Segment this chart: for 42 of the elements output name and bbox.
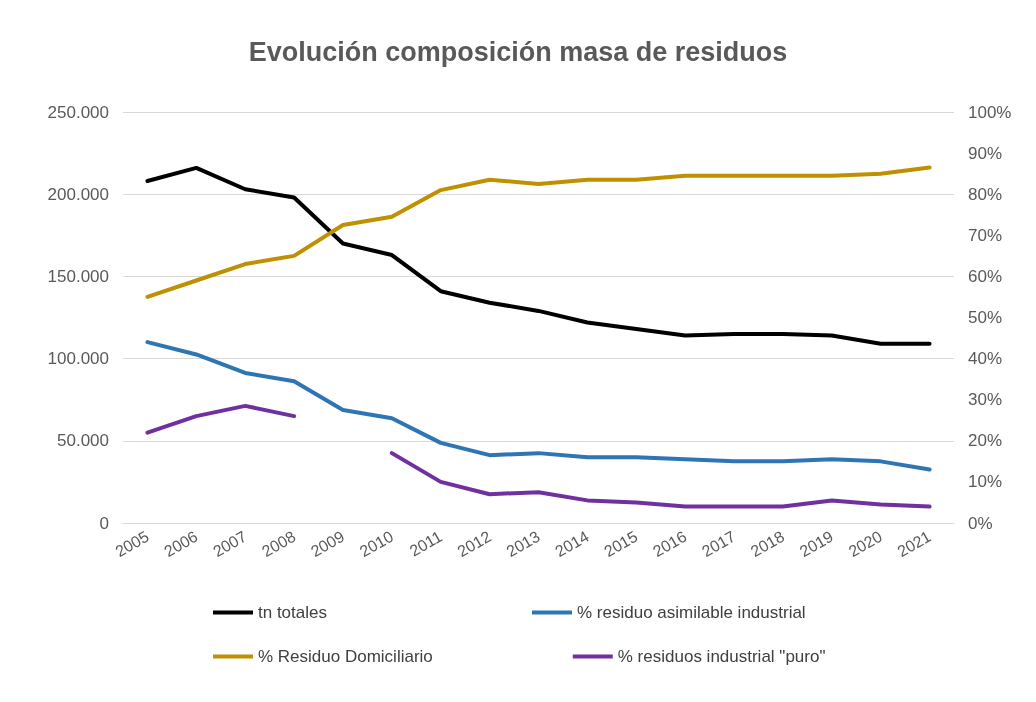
x-tick-label: 2020: [845, 527, 886, 561]
x-tick-label: 2009: [307, 527, 348, 561]
y2-tick-label: 40%: [968, 349, 1003, 369]
y2-tick-label: 0%: [968, 513, 993, 533]
y2-tick-label: 90%: [968, 143, 1003, 163]
y2-tick-label: 30%: [968, 390, 1003, 410]
y-tick-label: 50.000: [57, 431, 109, 451]
line-series: [145, 165, 932, 299]
x-tick-label: 2007: [210, 527, 250, 561]
y-tick-label: 0: [99, 513, 109, 533]
line-series: [145, 165, 932, 346]
x-tick-label: 2011: [406, 527, 446, 560]
x-tick-label: 2013: [503, 527, 543, 561]
legend-label: % Residuo Domiciliario: [258, 647, 433, 666]
x-tick-label: 2012: [454, 527, 494, 561]
y2-tick-label: 20%: [968, 431, 1003, 451]
y2-tick-label: 10%: [968, 472, 1003, 492]
x-tick-label: 2016: [650, 527, 690, 561]
x-tick-label: 2005: [112, 527, 152, 561]
chart-title: Evolución composición masa de residuos: [248, 36, 788, 67]
x-tick-label: 2021: [894, 527, 934, 561]
legend-label: % residuos industrial "puro": [617, 647, 826, 666]
x-tick-label: 2017: [698, 527, 739, 561]
x-tick-label: 2010: [356, 527, 397, 561]
y-tick-label: 250.000: [47, 102, 109, 122]
legend-label: % residuo asimilable industrial: [576, 603, 806, 622]
legend-label: tn totales: [258, 603, 327, 622]
y-tick-label: 100.000: [47, 349, 109, 369]
x-tick-label: 2014: [552, 527, 592, 561]
y2-tick-label: 60%: [968, 266, 1003, 286]
y2-tick-label: 100%: [968, 102, 1012, 122]
x-tick-label: 2018: [747, 527, 788, 561]
y-tick-label: 200.000: [47, 184, 109, 204]
x-tick-label: 2015: [601, 527, 641, 561]
line-series: [145, 340, 932, 472]
x-tick-label: 2006: [161, 527, 201, 561]
x-tick-label: 2019: [796, 527, 837, 561]
x-tick-label: 2008: [259, 527, 299, 561]
y2-tick-label: 50%: [968, 308, 1003, 327]
y-tick-label: 150.000: [47, 266, 109, 286]
y2-tick-label: 80%: [968, 184, 1003, 204]
y2-tick-label: 70%: [968, 225, 1003, 245]
